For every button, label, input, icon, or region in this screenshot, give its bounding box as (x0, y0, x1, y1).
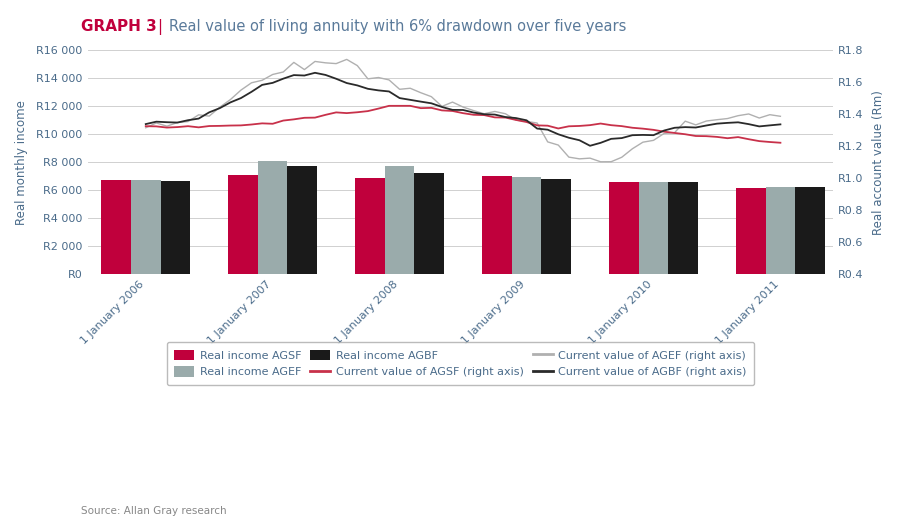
Legend: Real income AGSF, Real income AGEF, Real income AGBF, Current value of AGSF (rig: Real income AGSF, Real income AGEF, Real… (166, 342, 754, 385)
Bar (736, 188, 766, 274)
Bar (160, 181, 190, 274)
Bar (258, 161, 287, 274)
Bar (102, 180, 130, 274)
Text: |: | (158, 19, 163, 36)
Bar (356, 178, 385, 274)
Y-axis label: Real monthly income: Real monthly income (15, 100, 28, 225)
Text: Source: Allan Gray research: Source: Allan Gray research (81, 506, 227, 516)
Bar (229, 176, 258, 274)
Bar (287, 166, 317, 274)
Y-axis label: Real account value (Rm): Real account value (Rm) (872, 90, 885, 235)
Bar (669, 182, 698, 274)
Bar (609, 182, 639, 274)
Bar (796, 187, 824, 274)
Bar (414, 173, 444, 274)
Bar (639, 182, 669, 274)
Bar (766, 187, 796, 274)
Bar (385, 166, 414, 274)
Text: GRAPH 3: GRAPH 3 (81, 19, 157, 35)
Bar (130, 180, 160, 274)
Text: Real value of living annuity with 6% drawdown over five years: Real value of living annuity with 6% dra… (169, 19, 626, 35)
Bar (542, 179, 571, 274)
Bar (482, 176, 512, 274)
Bar (512, 177, 542, 274)
